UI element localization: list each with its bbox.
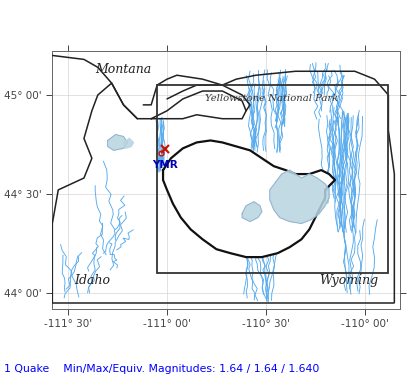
Polygon shape (269, 170, 328, 224)
Text: Yellowstone National Park: Yellowstone National Park (205, 94, 337, 104)
Text: YMR: YMR (152, 160, 178, 170)
Text: Montana: Montana (95, 63, 151, 76)
Polygon shape (108, 135, 127, 150)
Text: Idaho: Idaho (74, 274, 110, 287)
Text: 1 Quake    Min/Max/Equiv. Magnitudes: 1.64 / 1.64 / 1.640: 1 Quake Min/Max/Equiv. Magnitudes: 1.64 … (4, 364, 319, 374)
Polygon shape (123, 138, 133, 148)
Polygon shape (163, 141, 334, 257)
Polygon shape (242, 202, 261, 222)
Text: Wyoming: Wyoming (319, 274, 378, 287)
